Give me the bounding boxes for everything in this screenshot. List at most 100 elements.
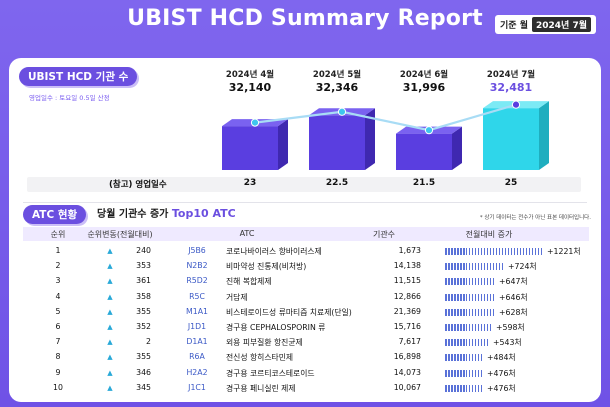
rank-change-cell: 353 <box>136 261 151 271</box>
chart-bar <box>483 101 549 170</box>
count-value-4: 32,481 <box>489 81 533 94</box>
workdays-value-4: 25 <box>504 178 518 188</box>
rank-up-icon: ▲ <box>107 247 113 255</box>
section-atc-label: ATC 현황 <box>23 205 87 224</box>
diff-value-cell: +724처 <box>508 262 537 272</box>
diff-value-cell: +484처 <box>487 353 516 363</box>
table-row: 6 ▲ 352 J1D1 경구용 CEPHALOSPORIN 류 15,716 +598처 <box>23 320 589 335</box>
month-label-1: 2024년 4월 <box>225 70 275 80</box>
table-row: 2 ▲ 353 N2B2 비마약성 진통제(비처방) 14,138 +724처 <box>23 259 589 274</box>
diff-bar <box>445 263 504 271</box>
rank-cell: 3 <box>55 276 61 286</box>
diff-bar <box>445 308 495 316</box>
table-row: 5 ▲ 355 M1A1 비스테로이드성 류마티즘 치료제(단일) 21,369 +628처 <box>23 305 589 320</box>
institution-count-cell: 12,866 <box>393 291 421 301</box>
diff-bar <box>445 354 483 362</box>
rank-cell: 1 <box>55 246 61 255</box>
table-header <box>23 227 589 241</box>
institution-count-cell: 21,369 <box>393 306 421 316</box>
diff-value-cell: +476처 <box>487 368 516 378</box>
institution-count-cell: 7,617 <box>398 337 421 347</box>
table-row: 3 ▲ 361 R5D2 진해 복합제제 11,515 +647처 <box>23 274 589 289</box>
atc-subtitle-prefix: 당월 기관수 증가 <box>97 209 169 220</box>
workdays-row <box>27 177 581 192</box>
rank-change-cell: 352 <box>136 322 151 331</box>
header-diff: 전월대비 증가 <box>465 230 513 239</box>
atc-name-cell: 전신성 항히스타민제 <box>226 353 294 363</box>
workdays-value-2: 22.5 <box>325 178 349 188</box>
institution-count-cell: 14,138 <box>393 261 421 271</box>
diff-bar <box>445 369 483 377</box>
diff-bar <box>445 324 492 331</box>
rank-change-cell: 355 <box>136 352 151 362</box>
atc-name-cell: 경구용 페니실린 제제 <box>226 383 296 393</box>
summary-card: UBIST HCD 기관 수 영업일수 : 토요일 0.5일 산정 2024년 … <box>9 58 601 402</box>
sample-data-note: * 상기 데이터는 전수가 아닌 표본 데이터입니다. <box>479 215 591 221</box>
rank-up-icon: ▲ <box>107 353 113 362</box>
table-row: 1 ▲ 240 J5B6 코로나바이러스 항바이러스제 1,673 +1221처 <box>23 244 589 259</box>
bar-front <box>309 115 365 170</box>
atc-name-cell: 경구용 CEPHALOSPORIN 류 <box>226 323 326 332</box>
chart-bar <box>309 108 375 170</box>
atc-name-cell: 외용 피부질환 항진균제 <box>226 338 303 348</box>
diff-bar <box>445 384 483 392</box>
rank-up-icon: ▲ <box>107 338 113 347</box>
month-label-4: 2024년 7월 <box>486 70 536 80</box>
atc-code-cell: N2B2 <box>186 261 208 271</box>
table-row: 9 ▲ 346 H2A2 경구용 코르티코스테로이드 14,073 +476처 <box>23 366 589 381</box>
atc-name-cell: 경구용 코르티코스테로이드 <box>226 368 315 378</box>
institution-count-cell: 16,898 <box>393 352 421 362</box>
institution-count-cell: 14,073 <box>393 367 421 377</box>
atc-subtitle-accent: Top10 ATC <box>171 207 236 220</box>
header-rank-change: 순위변동(전월대비) <box>87 230 153 239</box>
base-month-label: 기준 월 <box>500 21 528 31</box>
table-row: 10 ▲ 345 J1C1 경구용 페니실린 제제 10,067 +476처 <box>23 381 589 396</box>
rank-cell: 5 <box>55 306 61 316</box>
rank-up-icon: ▲ <box>107 307 113 316</box>
bar-side <box>539 101 549 170</box>
atc-code-cell: J1D1 <box>187 322 207 331</box>
rank-up-icon: ▲ <box>107 368 113 377</box>
atc-code-cell: R5C <box>189 291 205 301</box>
diff-value-cell: +598처 <box>496 323 525 332</box>
header-rank: 순위 <box>50 230 66 239</box>
rank-change-cell: 346 <box>136 367 151 377</box>
institution-count-cell: 11,515 <box>393 276 421 286</box>
table-row: 7 ▲ 2 D1A1 외용 피부질환 항진균제 7,617 +543처 <box>23 335 589 350</box>
atc-code-cell: R6A <box>189 352 205 362</box>
base-month-badge: 기준 월 2024년 7월 <box>495 15 596 34</box>
rank-cell: 7 <box>55 337 61 347</box>
table-row: 8 ▲ 355 R6A 전신성 항히스타민제 16,898 +484처 <box>23 350 589 365</box>
rank-up-icon: ▲ <box>107 262 113 271</box>
atc-name-cell: 비마약성 진통제(비처방) <box>226 262 307 272</box>
rank-cell: 8 <box>55 352 61 362</box>
diff-value-cell: +646처 <box>499 292 528 302</box>
atc-name-cell: 비스테로이드성 류마티즘 치료제(단일) <box>226 307 352 317</box>
rank-change-cell: 345 <box>136 382 151 392</box>
bar-side <box>365 108 375 170</box>
rank-change-cell: 361 <box>136 276 151 286</box>
base-month-value: 2024년 7월 <box>531 17 591 32</box>
atc-code-cell: H2A2 <box>186 367 208 377</box>
workdays-value-1: 23 <box>243 178 257 188</box>
count-value-2: 32,346 <box>315 81 359 94</box>
rank-change-cell: 358 <box>136 291 151 301</box>
rank-cell: 2 <box>55 261 61 271</box>
hcd-count-chart <box>222 100 549 170</box>
atc-name-cell: 거담제 <box>226 292 248 302</box>
rank-up-icon: ▲ <box>107 292 113 301</box>
month-label-3: 2024년 6월 <box>399 70 449 80</box>
institution-count-cell: 1,673 <box>398 246 421 255</box>
atc-name-cell: 코로나바이러스 항바이러스제 <box>226 247 322 256</box>
bar-front <box>222 126 278 170</box>
header-count: 기관수 <box>372 230 396 239</box>
diff-bar <box>445 278 495 286</box>
workday-note: 영업일수 : 토요일 0.5일 산정 <box>29 94 110 102</box>
atc-code-cell: J5B6 <box>188 246 206 255</box>
trend-point <box>337 107 347 116</box>
atc-code-cell: R5D2 <box>186 276 208 286</box>
rank-change-cell: 355 <box>136 306 151 316</box>
trend-point <box>424 126 434 135</box>
section-hcd-count-label: UBIST HCD 기관 수 <box>19 67 138 86</box>
workdays-value-3: 21.5 <box>412 178 436 188</box>
